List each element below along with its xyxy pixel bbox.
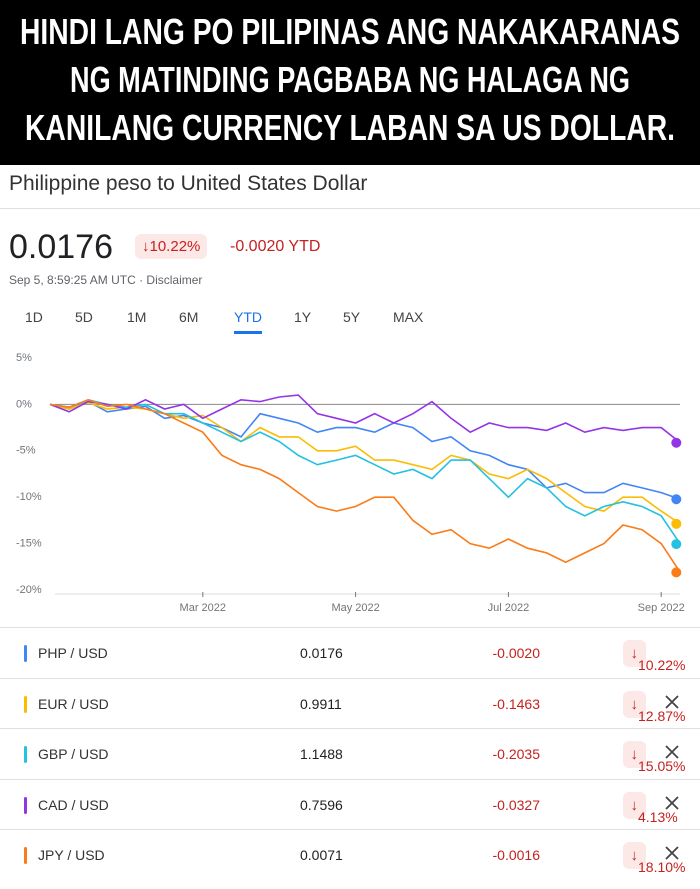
table-row: GBP / USD 1.1488 -0.2035 ↓ 15.05% <box>0 728 700 779</box>
y-tick-label: 5% <box>16 352 32 364</box>
series-line <box>49 398 681 573</box>
change-abs: -0.0020 YTD <box>230 238 321 255</box>
change: -0.0020 <box>492 645 540 661</box>
series-line <box>49 401 681 525</box>
series-line <box>49 394 681 444</box>
pct: 12.87% <box>638 707 686 724</box>
table-row: CAD / USD 0.7596 -0.0327 ↓ 4.13% <box>0 778 700 830</box>
pair: JPY / USD <box>38 847 105 863</box>
y-tick-label: -15% <box>16 538 42 550</box>
change: -0.2035 <box>492 746 540 762</box>
range-tab[interactable]: 5Y <box>343 309 361 325</box>
rate: 1.1488 <box>300 746 343 762</box>
end-dot <box>671 539 682 550</box>
change: -0.0327 <box>492 796 540 813</box>
y-tick-label: 0% <box>16 398 32 410</box>
range-tab[interactable]: 6M <box>179 309 199 325</box>
rate: 0.7596 <box>300 796 343 813</box>
pair: GBP / USD <box>38 746 109 762</box>
remove-button[interactable] <box>664 845 680 861</box>
pct: 15.05% <box>638 758 686 774</box>
widget-title: Philippine peso to United States Dollar <box>9 172 368 195</box>
x-tick-label: Mar 2022 <box>180 602 226 614</box>
divider <box>0 208 700 209</box>
close-icon <box>665 846 679 860</box>
color-bar <box>24 847 27 864</box>
color-bar <box>24 695 27 713</box>
table-row: JPY / USD 0.0071 -0.0016 ↓ 18.10% <box>0 829 700 880</box>
pct-badge: ↓ 10.22% <box>622 640 685 673</box>
rate: 0.9911 <box>300 695 342 712</box>
close-icon <box>665 745 679 759</box>
series-line <box>49 400 681 500</box>
caption: HINDI LANG PO PILIPINAS ANG NAKAKARANAS N… <box>0 0 700 165</box>
y-tick-label: -10% <box>16 491 42 503</box>
time: Sep 5, 8:59:25 AM UTC <box>9 273 136 287</box>
pct: 10.22% <box>638 657 686 673</box>
table-row: PHP / USD 0.0176 -0.0020 ↓ 10.22% <box>0 627 700 678</box>
x-tick-label: Sep 2022 <box>638 602 685 614</box>
change-badge: ↓10.22% <box>135 234 208 259</box>
pct-badge: ↓ 18.10% <box>622 842 685 875</box>
caption-line: KANILANG CURRENCY LABAN SA US DOLLAR. <box>25 107 675 148</box>
series-line <box>49 398 681 545</box>
pair: CAD / USD <box>38 796 109 813</box>
end-dot <box>671 437 682 448</box>
range-tab[interactable]: 1D <box>25 309 43 325</box>
range-tab[interactable]: 5D <box>75 309 93 325</box>
pair: PHP / USD <box>38 645 108 661</box>
change: -0.1463 <box>492 695 540 712</box>
pct-badge: ↓ 12.87% <box>622 690 685 724</box>
range-tab[interactable]: 1Y <box>294 309 312 325</box>
change: -0.0016 <box>492 847 540 863</box>
pct: 4.13% <box>638 808 678 825</box>
disclaimer[interactable]: Disclaimer <box>146 273 203 287</box>
end-dot <box>671 518 682 529</box>
chart: 5% 0% -5% -10% -15% -20% Mar 2022 May 2022 Jul 2… <box>16 352 685 614</box>
remove-button[interactable] <box>664 694 680 710</box>
close-icon <box>665 795 679 810</box>
range-tab[interactable]: YTD <box>234 309 262 334</box>
price: 0.0176 <box>9 228 113 266</box>
change-pct: 10.22% <box>149 238 201 255</box>
end-dot <box>671 567 682 578</box>
table-row: EUR / USD 0.9911 -0.1463 ↓ 12.87% <box>0 677 700 729</box>
color-bar <box>24 645 27 662</box>
x-tick-label: May 2022 <box>331 602 379 614</box>
caption-line: NG MATINDING PAGBABA NG HALAGA NG <box>70 59 630 100</box>
caption-line: HINDI LANG PO PILIPINAS ANG NAKAKARANAS <box>20 11 680 52</box>
pair: EUR / USD <box>38 695 109 712</box>
end-dot <box>671 494 682 505</box>
color-bar <box>24 796 27 814</box>
pct-badge: ↓ 4.13% <box>622 791 678 825</box>
remove-button[interactable] <box>664 795 680 811</box>
y-tick-label: -5% <box>16 445 36 457</box>
pct-badge: ↓ 15.05% <box>622 741 685 774</box>
color-bar <box>24 746 27 763</box>
y-tick-label: -20% <box>16 584 42 596</box>
x-tick-label: Jul 2022 <box>488 602 530 614</box>
range-tab[interactable]: 1M <box>127 309 147 325</box>
rate: 0.0071 <box>300 847 343 863</box>
close-icon <box>665 694 679 709</box>
rate: 0.0176 <box>300 645 343 661</box>
range-tab[interactable]: MAX <box>393 309 424 325</box>
pct: 18.10% <box>638 859 686 875</box>
timestamp: Sep 5, 8:59:25 AM UTC · Disclaimer <box>9 273 203 287</box>
remove-button[interactable] <box>664 744 680 760</box>
